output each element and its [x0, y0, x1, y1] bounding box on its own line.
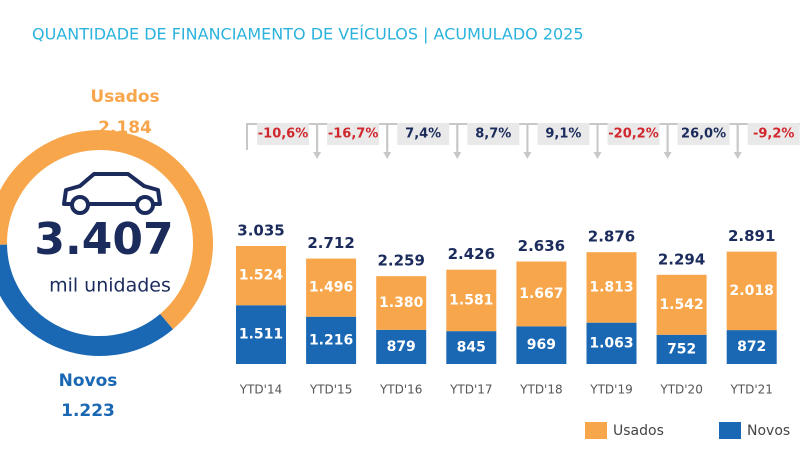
- x-tick-label: YTD'19: [589, 383, 632, 397]
- bar-value-label: 969: [527, 337, 556, 353]
- legend-swatch: [719, 422, 741, 439]
- bar-segment: [516, 261, 567, 327]
- bar-value-label: 1.524: [239, 268, 284, 284]
- change-arrow: [383, 152, 392, 159]
- change-label: -20,2%: [608, 127, 659, 142]
- total-label: 2.259: [377, 252, 424, 270]
- total-label: 2.426: [448, 245, 495, 263]
- center-text: mil unidades: [49, 275, 171, 297]
- change-box: [747, 123, 800, 145]
- car-icon: [62, 172, 162, 215]
- bar-value-label: 1.496: [309, 280, 353, 296]
- total-label: 2.712: [307, 234, 354, 252]
- chart-title: QUANTIDADE DE FINANCIAMENTO DE VEÍCULOS …: [32, 25, 584, 44]
- slice-value: 1.223: [61, 401, 115, 421]
- change-label: 26,0%: [681, 127, 726, 142]
- change-arrow: [733, 152, 742, 159]
- bar-value-label: 872: [737, 339, 766, 355]
- change-arrow: [593, 152, 602, 159]
- change-arrow: [453, 152, 462, 159]
- change-label: 9,1%: [545, 127, 581, 142]
- bar-value-label: 752: [667, 341, 696, 357]
- bar-segment: [446, 269, 497, 332]
- bar-value-label: 1.667: [519, 286, 563, 302]
- bar-value-label: 1.511: [239, 327, 283, 343]
- slice-label: Novos: [59, 371, 118, 391]
- x-tick-label: YTD'14: [239, 383, 282, 397]
- bar-segment: [516, 326, 567, 364]
- change-label: -16,7%: [328, 127, 379, 142]
- bar-value-label: 1.216: [309, 332, 353, 348]
- change-arrow: [523, 152, 532, 159]
- x-tick-label: YTD'15: [309, 383, 352, 397]
- bar-segment: [306, 258, 357, 317]
- bar-value-label: 1.813: [589, 279, 633, 295]
- x-tick-label: YTD'17: [449, 383, 492, 397]
- change-label: -9,2%: [753, 127, 794, 142]
- x-tick-label: YTD'20: [659, 383, 702, 397]
- bar-segment: [236, 246, 286, 306]
- bar-segment: [726, 330, 777, 364]
- change-box: [397, 123, 450, 145]
- bar-segment: [656, 274, 707, 335]
- total-label: 2.876: [588, 228, 635, 246]
- bar-segment: [306, 316, 357, 364]
- total-label: 2.891: [728, 227, 775, 245]
- change-label: -10,6%: [258, 127, 309, 142]
- bar-segment: [236, 305, 286, 364]
- bar-segment: [586, 322, 637, 364]
- bar-segment: [446, 331, 497, 364]
- change-arrow: [663, 152, 672, 159]
- legend-label: Novos: [747, 423, 790, 439]
- bar-value-label: 879: [387, 339, 416, 355]
- change-box: [467, 123, 520, 145]
- bar-value-label: 845: [457, 340, 486, 356]
- change-box: [327, 123, 380, 145]
- bar-segment: [586, 252, 637, 323]
- slice-value: 2.184: [98, 118, 152, 138]
- change-box: [537, 123, 590, 145]
- change-label: 7,4%: [405, 127, 441, 142]
- bar-segment: [726, 251, 777, 331]
- bar-value-label: 1.380: [379, 295, 424, 311]
- donut-slice: [0, 244, 173, 356]
- bar-value-label: 1.063: [589, 335, 633, 351]
- total-label: 3.035: [237, 222, 284, 240]
- legend-label: Usados: [613, 423, 664, 439]
- total-label: 2.294: [658, 250, 705, 268]
- change-label: 8,7%: [475, 127, 511, 142]
- donut-slice: [0, 130, 213, 330]
- bar-segment: [376, 329, 427, 364]
- change-box: [257, 123, 309, 145]
- legend-swatch: [585, 422, 607, 439]
- total-label: 2.636: [518, 237, 565, 255]
- slice-label: Usados: [90, 87, 159, 107]
- bar-value-label: 1.581: [449, 292, 493, 308]
- x-tick-label: YTD'18: [519, 383, 562, 397]
- x-tick-label: YTD'21: [729, 383, 772, 397]
- bar-segment: [376, 276, 427, 330]
- x-tick-label: YTD'16: [379, 383, 422, 397]
- change-box: [607, 123, 660, 145]
- center-value: 3.407: [34, 214, 173, 265]
- change-arrow: [313, 152, 322, 159]
- change-box: [677, 123, 730, 145]
- bar-segment: [656, 334, 707, 364]
- bar-value-label: 2.018: [730, 283, 774, 299]
- bar-value-label: 1.542: [659, 297, 703, 313]
